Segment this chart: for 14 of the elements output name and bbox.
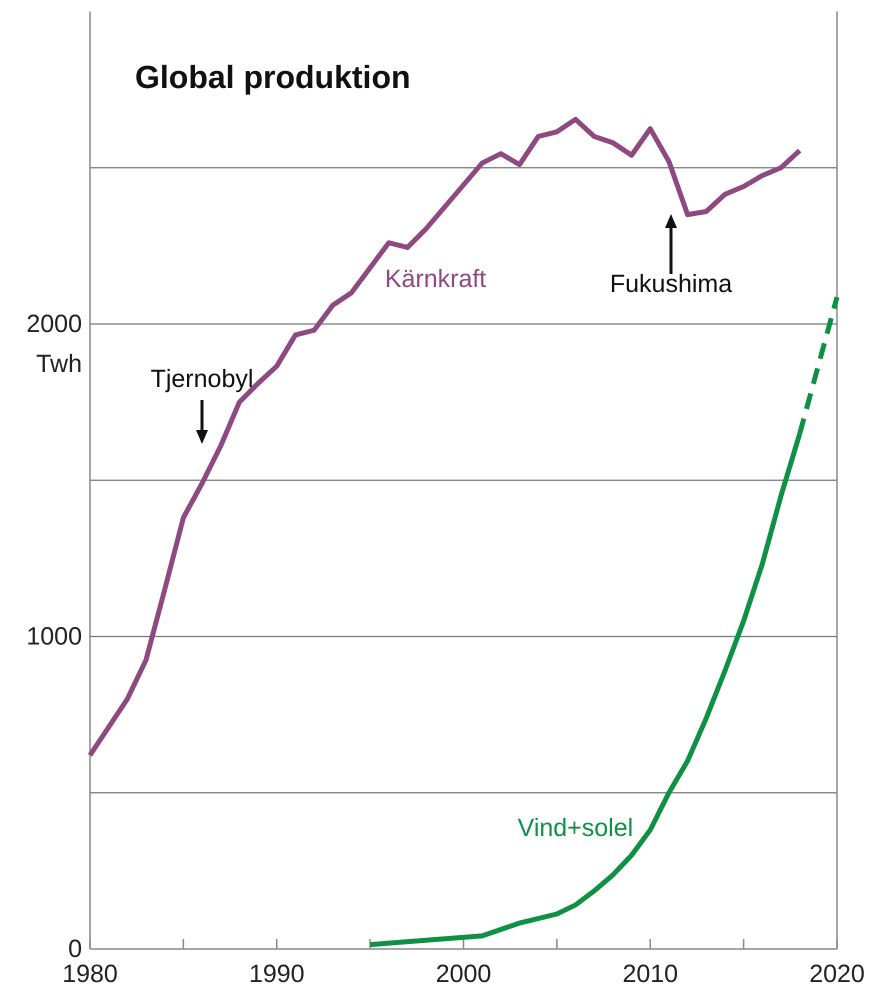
- annotation: Fukushima: [610, 270, 732, 298]
- x-tick-label: 2010: [622, 960, 678, 988]
- x-tick-label: 2000: [436, 960, 492, 988]
- series-label: Kärnkraft: [384, 264, 486, 293]
- x-tick-label: 1990: [248, 960, 305, 988]
- y-tick-label: 0: [68, 935, 82, 963]
- annotation: Tjernobyl: [150, 365, 254, 393]
- text: Global produktion: [135, 59, 411, 95]
- x-tick-label: 1980: [62, 960, 118, 988]
- y-axis-title: Twh: [36, 350, 82, 378]
- y-tick-label: 2000: [26, 310, 82, 338]
- y-tick-label: 1000: [26, 622, 82, 650]
- x-tick-label: 2020: [809, 960, 865, 988]
- series-label: Vind+solel: [518, 814, 634, 842]
